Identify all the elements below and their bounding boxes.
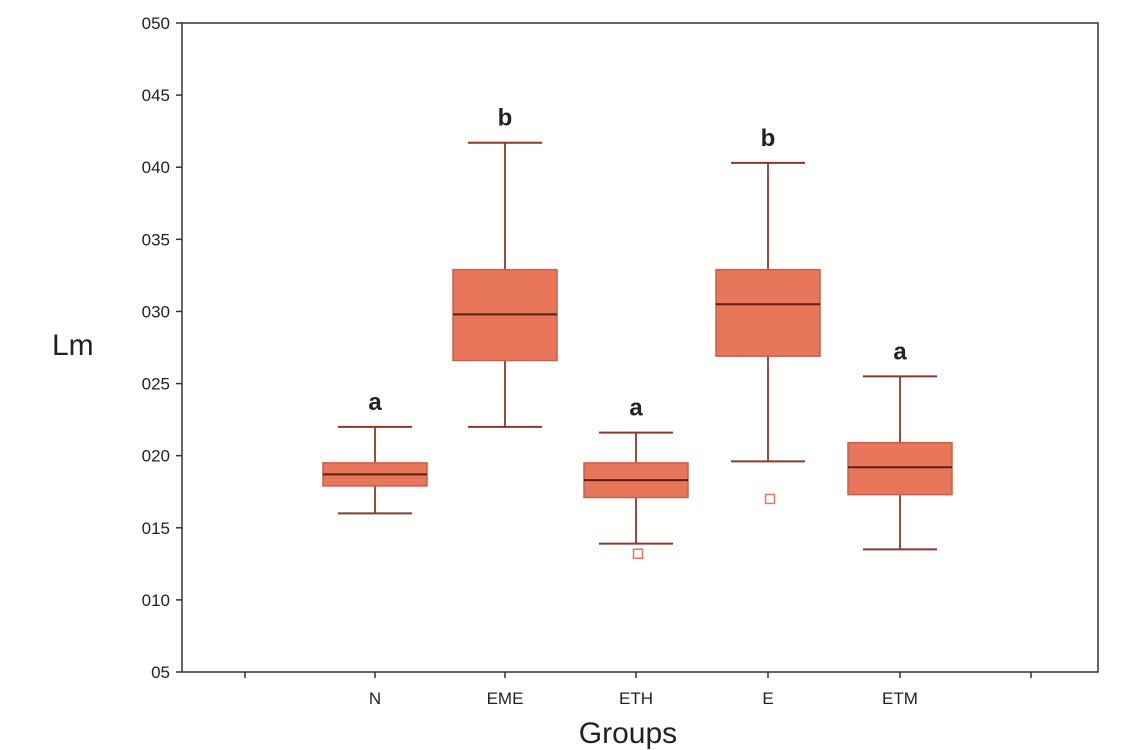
y-tick-label: 040	[142, 158, 170, 177]
box-series: a b a b a	[322, 105, 953, 559]
x-axis: N EME ETH E ETM	[244, 672, 1032, 708]
box-etm: a	[847, 338, 953, 551]
significance-letter: a	[629, 395, 643, 422]
y-tick-label: 015	[142, 519, 170, 538]
x-tick-label: ETH	[619, 689, 653, 708]
y-axis-title: Lm	[52, 329, 94, 362]
y-tick-label: 050	[142, 14, 170, 33]
y-tick-label: 020	[142, 447, 170, 466]
x-tick-label: EME	[487, 689, 524, 708]
significance-letter: a	[893, 338, 907, 365]
box-n: a	[322, 389, 428, 515]
outlier-point	[764, 493, 776, 505]
x-tick-label: E	[762, 689, 773, 708]
y-axis: 05 010 015 020 025 030 035 040 045 050	[142, 14, 182, 682]
y-tick-label: 030	[142, 302, 170, 321]
significance-letter: b	[498, 105, 513, 132]
box-eme: b	[452, 105, 558, 428]
plot-frame	[181, 22, 1099, 673]
y-tick-label: 010	[142, 591, 170, 610]
y-tick-label: 05	[151, 663, 170, 682]
y-tick-label: 025	[142, 375, 170, 394]
box-eth: a	[583, 395, 689, 559]
y-tick-label: 035	[142, 230, 170, 249]
x-tick-label: N	[369, 689, 381, 708]
x-axis-title: Groups	[579, 717, 677, 750]
significance-letter: b	[761, 125, 776, 152]
significance-letter: a	[368, 389, 382, 416]
box-iqr	[715, 268, 821, 357]
x-tick-label: ETM	[882, 689, 918, 708]
y-tick-label: 045	[142, 86, 170, 105]
outlier-point	[632, 548, 644, 559]
box-iqr	[847, 441, 953, 496]
box-e: b	[715, 125, 821, 505]
